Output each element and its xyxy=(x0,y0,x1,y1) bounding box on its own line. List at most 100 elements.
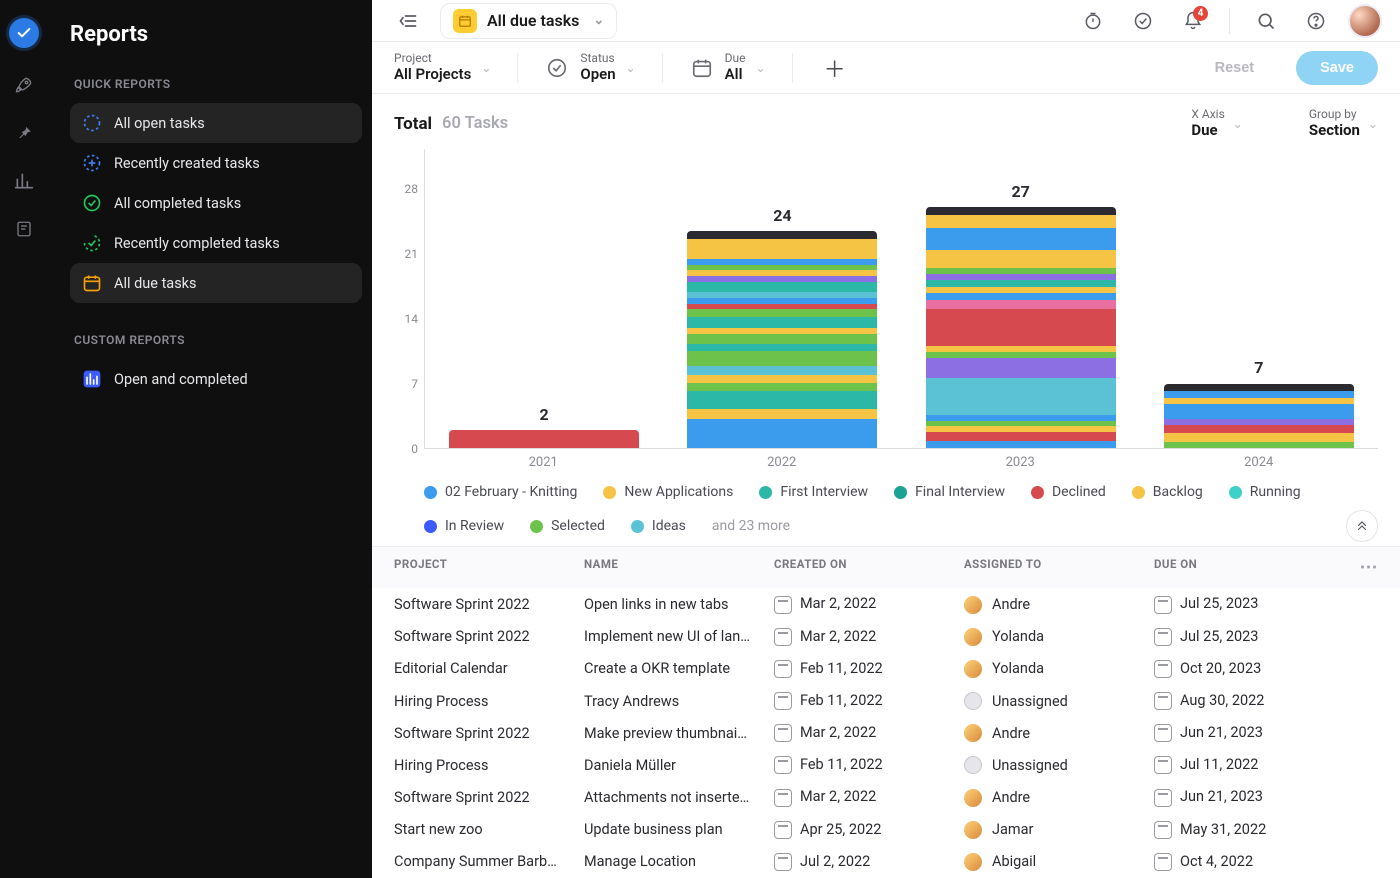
legend-item[interactable]: Ideas xyxy=(631,518,686,534)
legend-item[interactable]: First Interview xyxy=(759,484,868,500)
bar-segment xyxy=(926,378,1116,415)
cell-due: Oct 20, 2023 xyxy=(1154,660,1378,678)
filter-due[interactable]: Due All ⌄ xyxy=(689,52,766,83)
sidebar-item-label: All due tasks xyxy=(114,275,197,292)
cell-project: Software Sprint 2022 xyxy=(394,789,584,806)
legend-dot xyxy=(759,486,772,499)
breadcrumb-title: All due tasks xyxy=(487,11,579,30)
cell-created: Feb 11, 2022 xyxy=(774,756,964,774)
legend-item[interactable]: New Applications xyxy=(603,484,733,500)
table-row[interactable]: Software Sprint 2022Attachments not inse… xyxy=(372,781,1400,813)
search-icon[interactable] xyxy=(1248,3,1284,39)
bar-2021[interactable]: 2 xyxy=(425,149,663,448)
cell-due: Jun 21, 2023 xyxy=(1154,724,1378,742)
table-row[interactable]: Software Sprint 2022Make preview thumbna… xyxy=(372,717,1400,749)
bar-segment xyxy=(926,207,1116,214)
legend-dot xyxy=(894,486,907,499)
save-button[interactable]: Save xyxy=(1296,51,1378,85)
legend-item[interactable]: Declined xyxy=(1031,484,1106,500)
scroll-top-button[interactable] xyxy=(1346,510,1378,542)
sidebar-item-open-and-completed[interactable]: Open and completed xyxy=(70,359,362,399)
bar-segment xyxy=(926,358,1116,378)
sidebar-item-label: Recently created tasks xyxy=(114,155,260,172)
date-icon xyxy=(1154,789,1172,807)
date-icon xyxy=(1154,756,1172,774)
rail-reports-icon[interactable] xyxy=(13,170,35,192)
chart-pane: Total 60 Tasks X Axis Due ⌄ Group by Sec… xyxy=(372,94,1400,546)
bar-segment xyxy=(687,309,877,316)
xaxis-selector[interactable]: X Axis Due ⌄ xyxy=(1165,108,1242,139)
bar-value-label: 27 xyxy=(1011,182,1029,201)
cell-name: Tracy Andrews xyxy=(584,693,774,710)
legend-item[interactable]: In Review xyxy=(424,518,504,534)
cell-name: Create a OKR template xyxy=(584,660,774,677)
bar-2022[interactable]: 24 xyxy=(663,149,901,448)
help-icon[interactable] xyxy=(1298,3,1334,39)
bar-segment xyxy=(1164,433,1354,442)
bar-segment xyxy=(687,351,877,366)
filter-status[interactable]: Status Open ⌄ xyxy=(544,52,635,83)
col-due[interactable]: DUE ON xyxy=(1154,557,1348,578)
breadcrumb[interactable]: All due tasks ⌄ xyxy=(440,3,617,39)
bar-segment xyxy=(926,432,1116,441)
cell-assigned: Jamar xyxy=(964,821,1154,839)
tasks-table: PROJECT NAME CREATED ON ASSIGNED TO DUE … xyxy=(372,546,1400,878)
date-icon xyxy=(774,660,792,678)
sidebar-item-recently-completed[interactable]: Recently completed tasks xyxy=(70,223,362,263)
bar-segment xyxy=(687,383,877,390)
cell-project: Software Sprint 2022 xyxy=(394,596,584,613)
user-avatar[interactable] xyxy=(1348,4,1382,38)
legend-item[interactable]: Running xyxy=(1229,484,1301,500)
rail-notes-icon[interactable] xyxy=(13,218,35,240)
table-row[interactable]: Editorial CalendarCreate a OKR templateF… xyxy=(372,653,1400,685)
legend-item[interactable]: Backlog xyxy=(1132,484,1203,500)
notifications-icon[interactable]: 4 xyxy=(1175,3,1211,39)
app-rail xyxy=(0,0,48,878)
date-icon xyxy=(774,789,792,807)
bar-2024[interactable]: 7 xyxy=(1140,149,1378,448)
sidebar-item-all-open-tasks[interactable]: All open tasks xyxy=(70,103,362,143)
table-row[interactable]: Software Sprint 2022Implement new UI of … xyxy=(372,621,1400,653)
collapse-sidebar-icon[interactable] xyxy=(390,3,426,39)
bar-segment xyxy=(1164,404,1354,419)
bar-segment xyxy=(926,441,1116,448)
bar-segment xyxy=(1164,425,1354,432)
assignee-avatar xyxy=(964,756,982,774)
groupby-selector[interactable]: Group by Section ⌄ xyxy=(1283,108,1378,139)
timer-icon[interactable] xyxy=(1075,3,1111,39)
col-name[interactable]: NAME xyxy=(584,557,774,578)
cell-name: Open links in new tabs xyxy=(584,596,774,613)
filter-project[interactable]: Project All Projects ⌄ xyxy=(394,52,491,83)
legend-item[interactable]: Selected xyxy=(530,518,605,534)
table-row[interactable]: Hiring ProcessDaniela MüllerFeb 11, 2022… xyxy=(372,749,1400,781)
rail-pin-icon[interactable] xyxy=(13,122,35,144)
filter-bar: Project All Projects ⌄ Status Open ⌄ Due… xyxy=(372,42,1400,94)
chevron-down-icon: ⌄ xyxy=(593,13,604,28)
assignee-avatar xyxy=(964,660,982,678)
sidebar-item-all-completed[interactable]: All completed tasks xyxy=(70,183,362,223)
add-filter-button[interactable]: ＋ xyxy=(819,52,851,84)
check-circle-icon[interactable] xyxy=(1125,3,1161,39)
legend-dot xyxy=(424,520,437,533)
legend-item[interactable]: Final Interview xyxy=(894,484,1005,500)
col-created[interactable]: CREATED ON xyxy=(774,557,964,578)
col-project[interactable]: PROJECT xyxy=(394,557,584,578)
table-row[interactable]: Start new zooUpdate business planApr 25,… xyxy=(372,814,1400,846)
table-row[interactable]: Company Summer Barb…Manage LocationJul 2… xyxy=(372,846,1400,878)
legend-item[interactable]: 02 February - Knitting xyxy=(424,484,577,500)
table-more-icon[interactable]: ⋯ xyxy=(1348,557,1378,578)
reset-button[interactable]: Reset xyxy=(1199,52,1271,84)
table-row[interactable]: Software Sprint 2022Open links in new ta… xyxy=(372,588,1400,620)
sidebar-item-all-due-tasks[interactable]: All due tasks xyxy=(70,263,362,303)
sidebar-item-label: Open and completed xyxy=(114,371,248,388)
rail-tasks-icon[interactable] xyxy=(9,18,39,48)
cell-assigned: Unassigned xyxy=(964,692,1154,710)
sidebar-item-recently-created[interactable]: Recently created tasks xyxy=(70,143,362,183)
legend-more[interactable]: and 23 more xyxy=(712,518,790,534)
rail-rocket-icon[interactable] xyxy=(13,74,35,96)
col-assigned[interactable]: ASSIGNED TO xyxy=(964,557,1154,578)
filter-status-label: Status xyxy=(580,52,615,66)
table-row[interactable]: Hiring ProcessTracy AndrewsFeb 11, 2022U… xyxy=(372,685,1400,717)
date-icon xyxy=(1154,724,1172,742)
bar-2023[interactable]: 27 xyxy=(902,149,1140,448)
